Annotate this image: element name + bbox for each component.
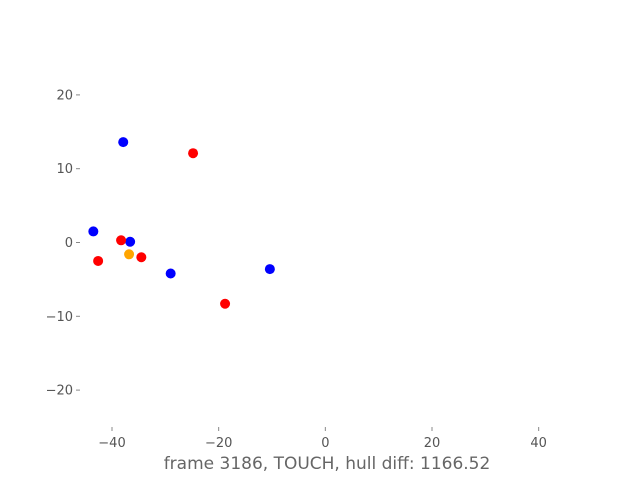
scatter-point xyxy=(165,268,176,279)
x-tick-label: −40 xyxy=(98,436,125,451)
x-axis: −40 −20 0 20 40 xyxy=(98,427,547,451)
scatter-point xyxy=(118,137,129,148)
scatter-point xyxy=(124,249,135,260)
y-tick-label: −10 xyxy=(46,310,73,325)
scatter-point xyxy=(116,235,127,246)
y-axis: −20 −10 0 10 20 xyxy=(46,88,80,399)
x-axis-label: frame 3186, TOUCH, hull diff: 1166.52 xyxy=(164,454,491,474)
x-tick-label: 0 xyxy=(321,436,329,451)
y-tick-label: 10 xyxy=(56,162,73,177)
y-tick-label: 20 xyxy=(56,88,73,103)
y-tick-label: −20 xyxy=(46,384,73,399)
x-tick-label: 20 xyxy=(424,436,441,451)
scatter-point xyxy=(188,148,199,159)
x-tick-label: −20 xyxy=(205,436,232,451)
scatter-point xyxy=(136,252,147,263)
scatter-point xyxy=(88,226,99,237)
scatter-point xyxy=(93,255,104,266)
scatter-point xyxy=(125,236,136,247)
scatter-point xyxy=(220,298,231,309)
scatter-point xyxy=(264,264,275,275)
x-tick-label: 40 xyxy=(530,436,547,451)
data-points xyxy=(88,137,275,309)
y-tick-label: 0 xyxy=(65,236,73,251)
